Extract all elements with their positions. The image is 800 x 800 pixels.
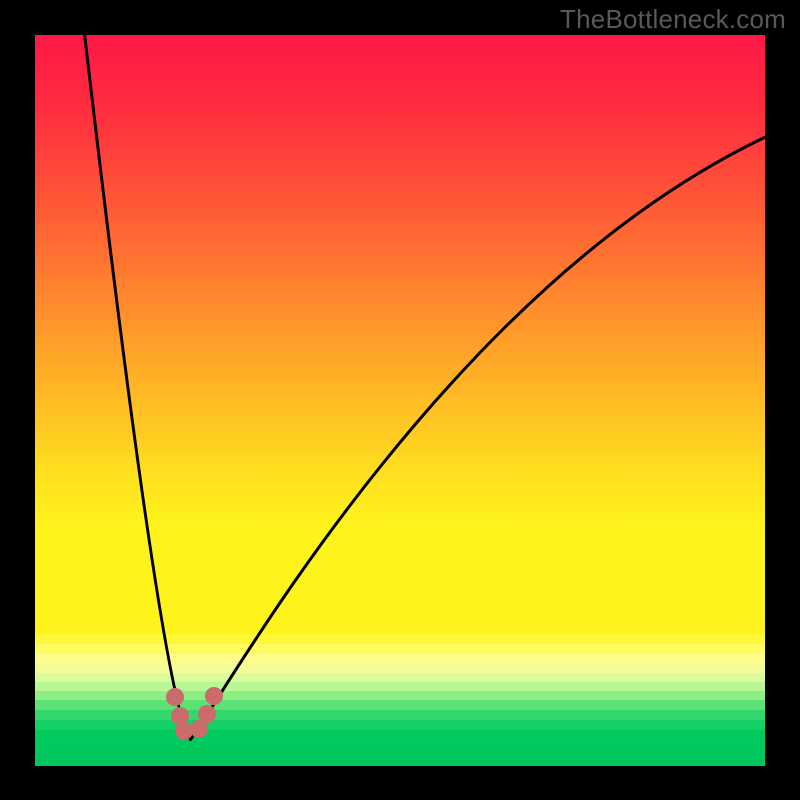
marker-4 — [198, 705, 216, 723]
plot-area — [35, 35, 765, 765]
marker-5 — [205, 687, 223, 705]
data-markers — [35, 35, 765, 765]
marker-0 — [166, 688, 184, 706]
marker-3 — [190, 720, 208, 738]
watermark-text: TheBottleneck.com — [560, 4, 786, 35]
